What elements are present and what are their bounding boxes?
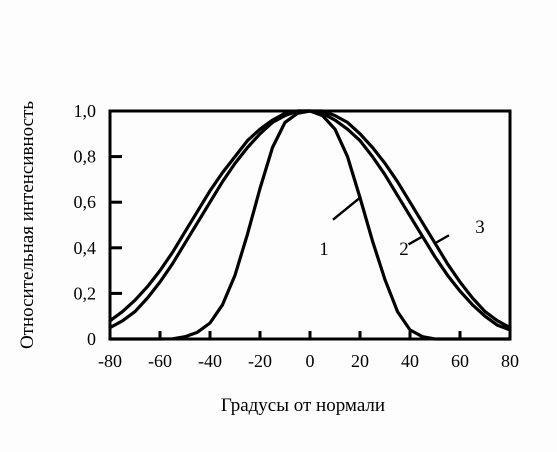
- x-tick-label: 60: [451, 351, 469, 371]
- x-tick-label: 20: [351, 351, 369, 371]
- y-tick-label: 0: [87, 329, 96, 349]
- x-tick-label: 0: [306, 351, 315, 371]
- y-tick-label: 0,6: [74, 192, 97, 212]
- plot-frame: [108, 109, 512, 341]
- curve-label-2: 2: [399, 239, 409, 260]
- curve-leader-line: [407, 235, 424, 246]
- y-tick-label: 0,4: [74, 238, 97, 258]
- series-layer: [108, 109, 512, 341]
- x-tick-label: -80: [98, 351, 122, 371]
- curve-label-1: 1: [319, 239, 329, 260]
- series-line-1: [108, 109, 512, 341]
- y-tick-label: 0,2: [74, 283, 97, 303]
- series-line-2: [108, 109, 512, 332]
- x-tick-label: -60: [148, 351, 172, 371]
- y-axis-label: Относительная интенсивность: [17, 101, 38, 349]
- y-tick-label: 0,8: [74, 147, 97, 167]
- x-tick-label: 80: [501, 351, 519, 371]
- series-line-3: [108, 109, 512, 330]
- x-tick-label: -40: [198, 351, 222, 371]
- x-tick-label: 40: [401, 351, 419, 371]
- labels-layer: -80 -60 -40 -20 0 20 40 60 80 0 0,2 0,4 0,6 0,8 1,0 1 2 3: [74, 101, 520, 371]
- curve-label-3: 3: [475, 217, 485, 238]
- x-tick-label: -20: [248, 351, 272, 371]
- y-tick-label: 1,0: [74, 101, 97, 121]
- curve-leader-line: [434, 234, 450, 245]
- x-axis-label: Градусы от нормали: [221, 395, 385, 416]
- curve-leader-line: [332, 196, 361, 221]
- ticks-layer: [108, 109, 512, 341]
